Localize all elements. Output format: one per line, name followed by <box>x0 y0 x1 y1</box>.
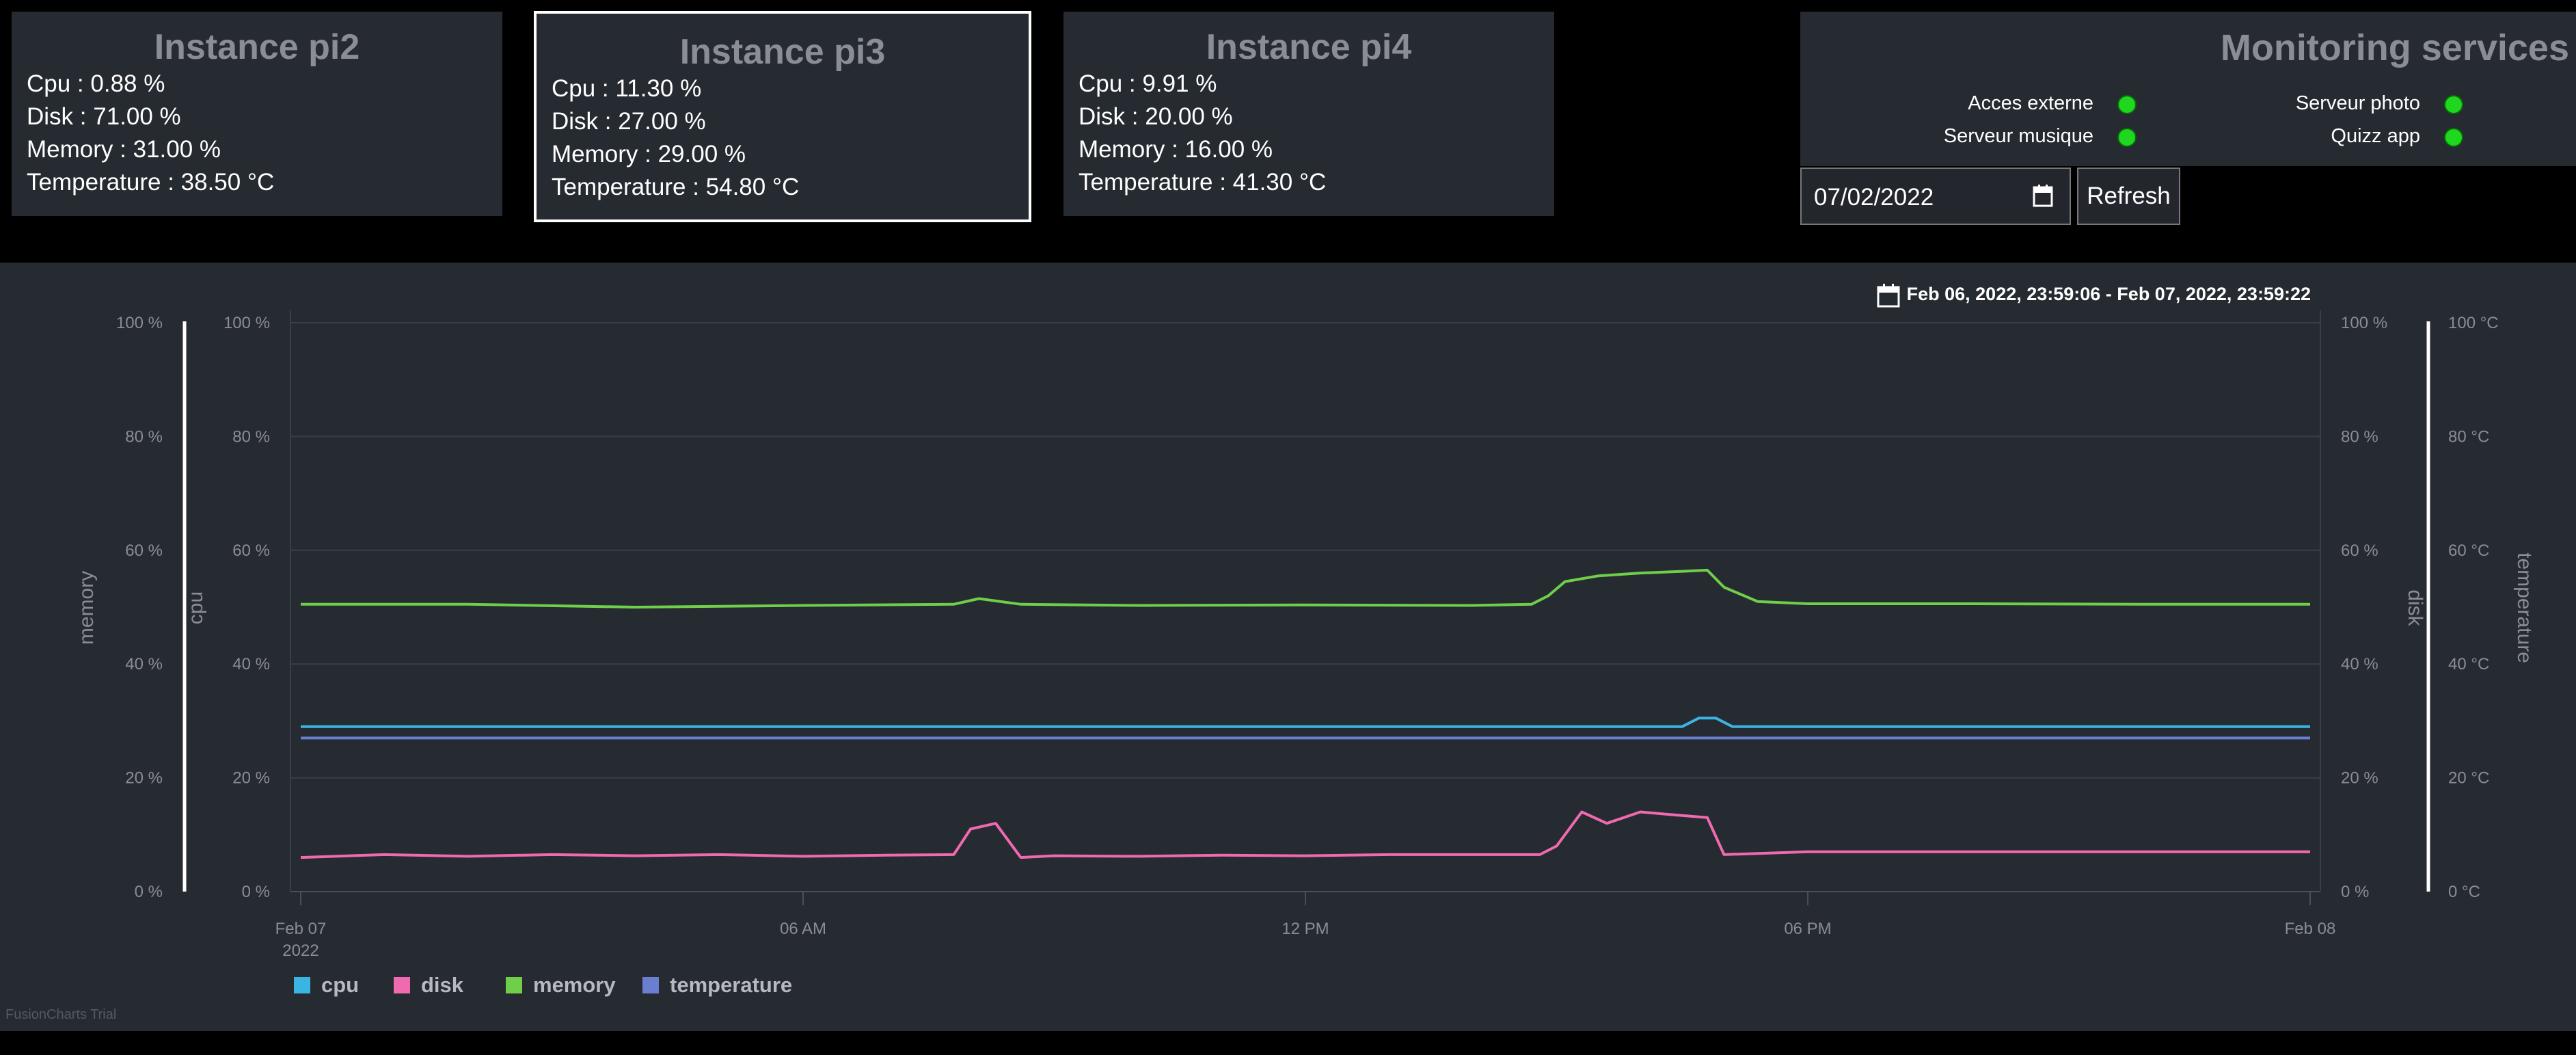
date-value: 07/02/2022 <box>1814 184 1934 211</box>
legend-label-temperature: temperature <box>670 973 792 997</box>
instance-card-pi3[interactable]: Instance pi3 Cpu : 11.30 % Disk : 27.00 … <box>534 11 1031 222</box>
monitoring-services-panel: Monitoring services Acces externe Serveu… <box>1800 12 2576 166</box>
series-line-disk <box>300 810 2310 859</box>
y-tick-label-memory: 80 % <box>125 427 163 446</box>
y-axis-title-disk: disk <box>2404 589 2426 626</box>
service-label: Quizz app <box>2331 125 2420 147</box>
y-tick-label-temperature: 60 °C <box>2448 542 2489 560</box>
legend-swatch-disk <box>394 977 410 993</box>
instance-title: Instance pi3 <box>679 32 886 72</box>
temperature-metric: Temperature : 38.50 °C <box>27 169 275 196</box>
cpu-metric: Cpu : 0.88 % <box>27 70 165 97</box>
cpu-metric: Cpu : 11.30 % <box>552 75 702 102</box>
temperature-metric: Temperature : 54.80 °C <box>552 174 800 200</box>
legend-swatch-cpu <box>294 977 310 993</box>
instance-title: Instance pi4 <box>1206 27 1412 67</box>
service-label: Serveur musique <box>1943 125 2093 147</box>
y-tick-label-cpu: 80 % <box>232 427 270 446</box>
y-axis-title-temperature: temperature <box>2513 552 2536 663</box>
legend-swatch-temperature <box>642 977 659 993</box>
y-tick-label-temperature: 100 °C <box>2448 314 2499 332</box>
instance-title: Instance pi2 <box>154 27 360 67</box>
disk-metric: Disk : 27.00 % <box>552 108 706 135</box>
y-tick-label-disk: 80 % <box>2341 427 2378 446</box>
date-input[interactable]: 07/02/2022 <box>1800 168 2071 225</box>
x-tick-label: 06 AM <box>780 920 826 938</box>
chart-panel: Feb 06, 2022, 23:59:06 - Feb 07, 2022, 2… <box>0 263 2576 1031</box>
disk-metric: Disk : 71.00 % <box>27 103 181 130</box>
y-tick-label-cpu: 20 % <box>232 769 270 788</box>
calendar-icon <box>1877 284 1900 308</box>
y-tick-label-disk: 20 % <box>2341 769 2378 788</box>
service-label: Acces externe <box>1968 92 2093 114</box>
monitoring-title: Monitoring services <box>2220 27 2569 68</box>
service-status-dot <box>2444 128 2463 147</box>
legend-label-cpu: cpu <box>321 973 359 997</box>
y-tick-label-disk: 40 % <box>2341 655 2378 673</box>
legend-label-disk: disk <box>421 973 464 997</box>
y-tick-label-memory: 20 % <box>125 769 163 788</box>
y-axis-title-cpu: cpu <box>185 591 207 624</box>
y-tick-label-cpu: 0 % <box>242 883 270 901</box>
y-tick-label-disk: 60 % <box>2341 542 2378 560</box>
y-tick-label-disk: 100 % <box>2341 314 2387 332</box>
y-tick-label-temperature: 20 °C <box>2448 769 2489 788</box>
y-tick-label-disk: 0 % <box>2341 883 2369 901</box>
disk-metric: Disk : 20.00 % <box>1079 103 1233 130</box>
instance-card-pi4[interactable]: Instance pi4 Cpu : 9.91 % Disk : 20.00 %… <box>1063 12 1554 216</box>
service-status-dot <box>2117 95 2137 114</box>
cpu-metric: Cpu : 9.91 % <box>1079 70 1217 97</box>
y-tick-label-memory: 60 % <box>125 542 163 560</box>
y-tick-label-memory: 0 % <box>135 883 163 901</box>
chart-grid <box>290 322 2320 892</box>
instance-card-pi2[interactable]: Instance pi2 Cpu : 0.88 % Disk : 71.00 %… <box>12 12 502 216</box>
watermark: FusionCharts Trial <box>5 1007 117 1022</box>
x-tick-label: 12 PM <box>1282 920 1329 938</box>
x-tick-label: Feb 07 <box>275 920 327 938</box>
service-status-dot <box>2117 128 2137 147</box>
calendar-icon[interactable] <box>2033 184 2053 207</box>
line-chart: 0 % 0 % 0 % 0 °C 20 % 20 % 20 % 20 °C 40 % 40 % 40… <box>75 310 2536 997</box>
x-tick-label: Feb 08 <box>2285 920 2336 938</box>
y-tick-label-cpu: 100 % <box>223 314 270 332</box>
service-status-dot <box>2444 95 2463 114</box>
y-tick-label-memory: 40 % <box>125 655 163 673</box>
series-line-cpu <box>301 717 2310 728</box>
y-tick-label-cpu: 60 % <box>232 542 270 560</box>
x-tick-label: 06 PM <box>1784 920 1831 938</box>
legend-swatch-memory <box>506 977 522 993</box>
chart-legend: cpu disk memory temperature <box>294 973 792 997</box>
service-label: Serveur photo <box>2295 92 2420 114</box>
y-tick-label-cpu: 40 % <box>232 655 270 673</box>
legend-label-memory: memory <box>533 973 616 997</box>
date-range-text: Feb 06, 2022, 23:59:06 - Feb 07, 2022, 2… <box>1906 284 2311 305</box>
date-range-selector[interactable]: Feb 06, 2022, 23:59:06 - Feb 07, 2022, 2… <box>1877 283 2311 308</box>
memory-metric: Memory : 16.00 % <box>1079 136 1273 163</box>
y-tick-label-temperature: 0 °C <box>2448 883 2480 901</box>
memory-metric: Memory : 31.00 % <box>27 136 221 163</box>
temperature-metric: Temperature : 41.30 °C <box>1079 169 1327 196</box>
y-tick-label-temperature: 80 °C <box>2448 427 2489 446</box>
chart-series <box>300 568 2310 859</box>
series-line-memory <box>301 568 2310 609</box>
x-tick-sublabel: 2022 <box>282 942 318 960</box>
y-tick-label-memory: 100 % <box>116 314 163 332</box>
refresh-button[interactable]: Refresh <box>2077 168 2180 225</box>
memory-metric: Memory : 29.00 % <box>552 141 746 168</box>
y-tick-label-temperature: 40 °C <box>2448 655 2489 673</box>
y-axis-title-memory: memory <box>75 571 98 645</box>
chart-axes: 0 % 0 % 0 % 0 °C 20 % 20 % 20 % 20 °C 40 % 40 % 40… <box>75 310 2536 960</box>
